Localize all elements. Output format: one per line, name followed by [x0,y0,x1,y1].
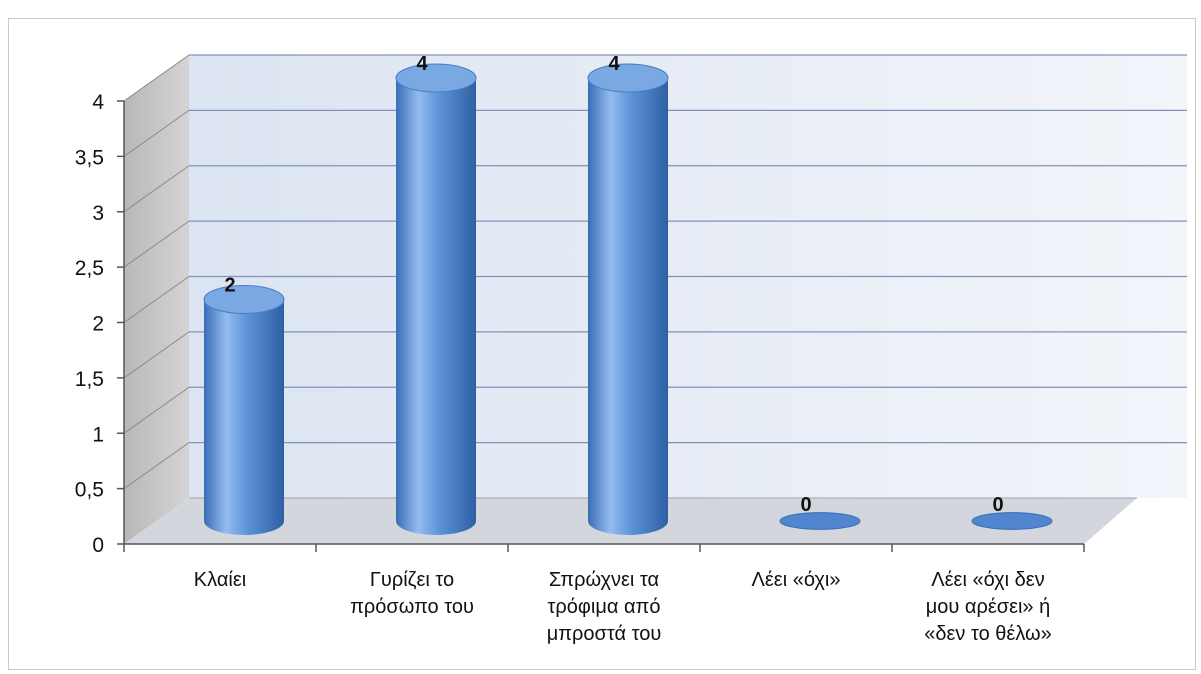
gridline-side [123,54,190,102]
y-tick-label: 1,5 [75,368,104,391]
bar-body [588,78,668,535]
y-tick-label: 1 [92,423,104,446]
bars: 2 4 4 0 0 [203,53,1053,535]
y-tick-label: 2 [92,313,104,336]
bar-top [395,63,477,93]
gridline-side [123,442,190,490]
x-tick-label: Γυρίζει το πρόσωπο του [350,569,474,618]
x-tick-label: Σπρώχνει τα τρόφιμα από μπροστά του [547,569,662,645]
data-label: 4 [416,53,428,75]
bar: 2 [203,275,285,535]
x-tick-label: Λέει «όχι δεν μου αρέσει» ή «δεν το θέλω» [924,569,1052,645]
gridline-side [123,331,190,379]
bar: 0 [779,494,861,530]
y-tick-label: 0,5 [75,479,104,502]
x-tick-label: Λέει «όχι» [752,569,841,591]
bar-body [396,78,476,535]
bar: 4 [395,53,477,535]
y-tick-label: 3 [92,202,104,225]
bar-body [204,299,284,535]
y-tick-label: 4 [92,91,104,114]
bar-top [779,512,861,530]
gridline-side [123,109,190,157]
gridlines [123,54,1187,490]
data-label: 4 [608,53,620,75]
data-label: 0 [800,494,811,516]
x-axis-labels: Κλαίει Γυρίζει το πρόσωπο του Σπρώχνει τα τρ… [194,569,1052,645]
chart-frame: 0 0,5 1 1,5 2 2,5 3 3,5 4 2 4 4 0 0 Κλαίει Γυρίζει το… [8,18,1196,670]
gridline-side [123,276,190,323]
bar-chart: 0 0,5 1 1,5 2 2,5 3 3,5 4 2 4 4 0 0 Κλαίει Γυρίζει το… [75,53,1187,645]
bar: 0 [971,494,1053,530]
gridline-side [123,165,190,213]
y-tick-label: 0 [92,534,104,557]
y-tick-label: 3,5 [75,146,104,169]
y-tick-label: 2,5 [75,257,104,280]
bar-top [971,512,1053,530]
y-axis-ticks: 0 0,5 1 1,5 2 2,5 3 3,5 4 [75,91,124,557]
gridline-side [123,386,190,434]
x-tick-label: Κλαίει [194,569,246,591]
gridline-side [123,220,190,268]
data-label: 2 [224,275,235,297]
bar: 4 [587,53,669,535]
bar-top [587,63,669,93]
bar-top [203,285,285,314]
data-label: 0 [992,494,1003,516]
